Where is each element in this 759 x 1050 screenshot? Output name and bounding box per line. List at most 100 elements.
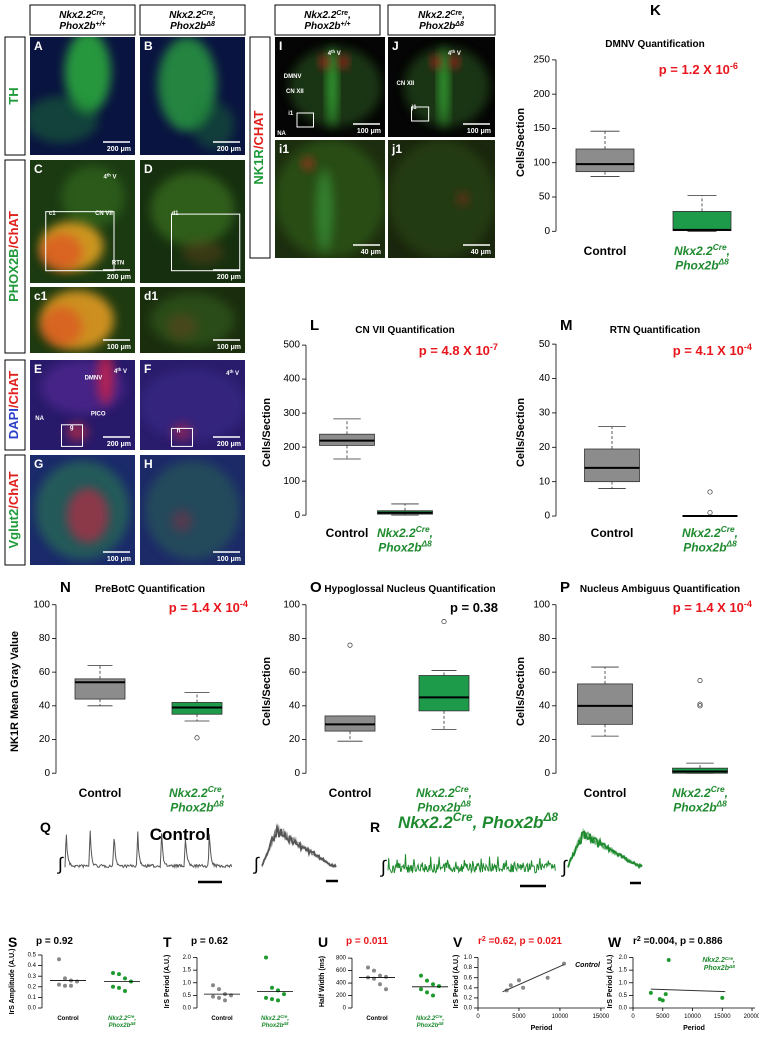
x-axis-label: Period [683,1025,705,1032]
data-point [217,995,221,1000]
data-point [372,968,376,973]
text-part: Phox2b [417,1023,439,1029]
category-label: Nkx2.2Cre, Phox2bΔ8 [377,524,433,554]
text-line: p = 1.4 X 10-4 [673,599,753,615]
inset-box [296,112,314,128]
superscript: Δ8 [205,21,215,28]
y-tick-label: 0 [294,510,300,521]
y-tick-label: 1.5 [619,968,628,974]
text-part: c1 [49,211,56,217]
text-part: Nkx2.2 [59,10,92,21]
data-point [111,984,115,989]
text-part: Phox2b [675,258,718,272]
text-line: Nkx2.2Cre, [702,956,735,965]
text-part: Phox2b [683,540,726,554]
p-value: p = 0.92 [36,936,73,947]
category-label: Control [326,526,369,540]
y-tick-label: 100 [283,599,300,610]
superscript: 2 [637,936,641,943]
p-value: p = 0.011 [346,936,388,947]
text-line: p = 0.011 [346,936,388,947]
text-line: Control [79,786,122,800]
data-point [282,992,286,997]
text-line: c1 [49,211,56,217]
text-part: 4 [226,371,230,377]
superscript: th [331,49,335,54]
text-line: 4th V [328,49,341,58]
text-part: 4 [448,51,452,57]
annotation: DMNV [85,376,103,382]
text-part: Nkx2.2 [674,244,713,258]
text-part: , [133,1016,136,1022]
micrograph [388,37,495,137]
chart-title: DMNV Quantification [605,39,704,50]
superscript: +/+ [341,21,351,28]
label-box [4,359,26,451]
annotation: 4th V [448,49,461,58]
text-part: NA [35,416,44,422]
image-signal [40,233,83,271]
text-part: , [102,10,106,21]
superscript: Cre [713,242,727,252]
text-line: 4th V [104,172,117,181]
header-box [387,4,496,36]
data-point [211,983,215,988]
annotation: NA [35,416,44,422]
p-value: p = 4.8 X 10-7 [419,342,498,358]
data-point [270,997,274,1002]
y-tick-label: 800 [336,956,347,962]
x-tick-label: 20000 [744,1014,759,1020]
y-tick-label: 100 [533,157,550,168]
y-tick-label: 0 [544,511,550,522]
y-tick-label: 0.1 [28,995,37,1001]
panel-letter: B [144,39,153,53]
y-tick-label: 0.0 [464,1006,473,1012]
outlier [194,735,200,741]
scale-label: 200 μm [107,146,131,153]
panel-letter: i1 [279,142,289,156]
text-part: , [429,526,433,540]
text-part: p = 0.38 [450,600,498,615]
text-line: 4th V [114,367,127,376]
text-part: Phox2b [109,1023,131,1029]
text-part: r [633,936,637,947]
chart-title: Nucleus Ambiguus Quantification [580,584,740,595]
p-value: p = 0.62 [191,936,228,947]
text-line: p = 4.1 X 10-4 [673,342,753,358]
data-point [276,998,280,1003]
p-value: p = 1.2 X 10-6 [659,61,738,77]
p-value: p = 1.4 X 10-4 [169,599,249,615]
text-part: Control [366,1016,388,1022]
box [575,148,635,173]
data-point [384,987,388,992]
text-part: p = 0.92 [36,936,73,947]
superscript: Cre [721,524,735,534]
category-label: Nkx2.2Cre, Phox2bΔ8 [672,784,728,814]
text-line: Nkx2.2Cre, [418,10,465,22]
micrograph [30,455,135,565]
text-line: Phox2bΔ8 [109,1021,136,1030]
text-line: Phox2b+/+ [304,21,350,33]
text-line: p = 0.92 [36,936,73,947]
text-part: Control [584,244,627,258]
text-part: Control [57,1016,79,1022]
data-point [270,985,274,990]
y-tick-label: 150 [533,123,550,134]
image-signal [439,47,448,127]
category-label: Nkx2.2Cre, Phox2bΔ8 [416,784,472,814]
panel-letter: F [144,362,151,376]
data-point [425,990,429,995]
micrograph [140,37,245,155]
box [74,678,126,700]
y-tick-label: 200 [283,442,300,453]
text-part: CN XII [397,81,415,87]
text-line: g [70,425,74,431]
text-line: Phox2bΔ8 [673,798,727,814]
scale-label: 100 μm [467,128,491,135]
y-tick-label: 40 [539,700,551,711]
text-line: Phox2bΔ8 [683,538,737,554]
row-label: TH [6,87,21,104]
panel-letter: C [34,162,43,176]
x-tick-label: 5000 [656,1014,670,1020]
data-point [366,965,370,970]
